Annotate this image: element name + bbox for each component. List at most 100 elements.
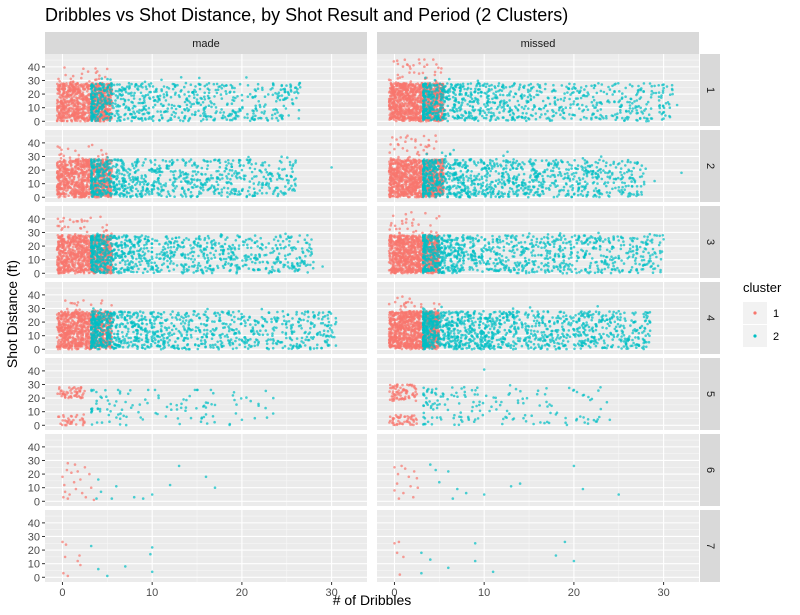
data-point	[571, 114, 574, 117]
data-point	[291, 98, 294, 101]
data-point	[490, 88, 493, 91]
data-point	[93, 103, 96, 106]
data-point	[554, 96, 557, 99]
data-point	[570, 117, 573, 120]
data-point	[544, 83, 547, 86]
data-point	[193, 96, 196, 99]
data-point	[568, 113, 571, 116]
data-point	[163, 96, 166, 99]
data-point	[79, 120, 82, 123]
data-point	[671, 89, 674, 92]
data-point	[460, 104, 463, 107]
data-point	[119, 119, 122, 122]
data-point	[74, 113, 77, 116]
data-point	[508, 99, 511, 102]
data-point	[179, 105, 182, 108]
data-point	[584, 95, 587, 98]
data-point	[229, 169, 232, 172]
data-point	[580, 86, 583, 89]
data-point	[389, 90, 392, 93]
data-point	[406, 63, 409, 66]
data-point	[447, 105, 450, 108]
data-point	[66, 114, 69, 117]
data-point	[597, 82, 600, 85]
data-point	[231, 102, 234, 105]
data-point	[128, 85, 131, 88]
data-point	[221, 117, 224, 120]
data-point	[650, 85, 653, 88]
data-point	[74, 166, 77, 169]
data-point	[392, 112, 395, 115]
data-point	[154, 104, 157, 107]
data-point	[571, 87, 574, 90]
data-point	[389, 79, 392, 82]
data-point	[147, 118, 150, 121]
data-point	[535, 94, 538, 97]
data-point	[93, 100, 96, 103]
data-point	[533, 106, 536, 109]
data-point	[56, 170, 59, 173]
data-point	[457, 101, 460, 104]
data-point	[109, 78, 112, 81]
data-point	[74, 150, 77, 153]
data-point	[166, 86, 169, 89]
data-point	[94, 96, 97, 99]
data-point	[144, 118, 147, 121]
data-point	[206, 83, 209, 86]
data-point	[264, 95, 267, 98]
data-point	[568, 98, 571, 101]
data-point	[160, 90, 163, 93]
data-point	[58, 154, 61, 157]
data-point	[477, 80, 480, 83]
data-point	[70, 78, 73, 81]
data-point	[63, 192, 66, 195]
data-point	[503, 99, 506, 102]
data-point	[130, 120, 133, 123]
data-point	[207, 95, 210, 98]
data-point	[246, 113, 249, 116]
data-point	[78, 196, 81, 199]
data-point	[81, 157, 84, 160]
data-point	[64, 88, 67, 91]
data-point	[140, 92, 143, 95]
data-point	[290, 90, 293, 93]
data-point	[71, 113, 74, 116]
data-point	[97, 155, 100, 158]
data-point	[62, 179, 65, 182]
data-point	[166, 93, 169, 96]
data-point	[511, 119, 514, 122]
data-point	[573, 100, 576, 103]
data-point	[141, 95, 144, 98]
data-point	[223, 170, 226, 173]
data-point	[443, 86, 446, 89]
data-point	[221, 188, 224, 191]
data-point	[174, 86, 177, 89]
data-point	[56, 189, 59, 192]
data-point	[569, 107, 572, 110]
row-strip-label: 7	[704, 543, 716, 549]
data-point	[285, 107, 288, 110]
data-point	[57, 78, 60, 81]
data-point	[563, 99, 566, 102]
data-point	[79, 90, 82, 93]
data-point	[281, 84, 284, 87]
data-point	[196, 185, 199, 188]
data-point	[452, 115, 455, 118]
data-point	[219, 111, 222, 114]
data-point	[282, 98, 285, 101]
data-point	[497, 85, 500, 88]
data-point	[435, 63, 438, 66]
data-point	[186, 104, 189, 107]
data-point	[88, 145, 91, 148]
data-point	[88, 196, 91, 199]
data-point	[440, 87, 443, 90]
data-point	[58, 113, 61, 116]
data-point	[146, 184, 149, 187]
data-point	[98, 77, 101, 80]
data-point	[129, 92, 132, 95]
data-point	[625, 110, 628, 113]
data-point	[391, 86, 394, 89]
data-point	[173, 115, 176, 118]
data-point	[496, 97, 499, 100]
